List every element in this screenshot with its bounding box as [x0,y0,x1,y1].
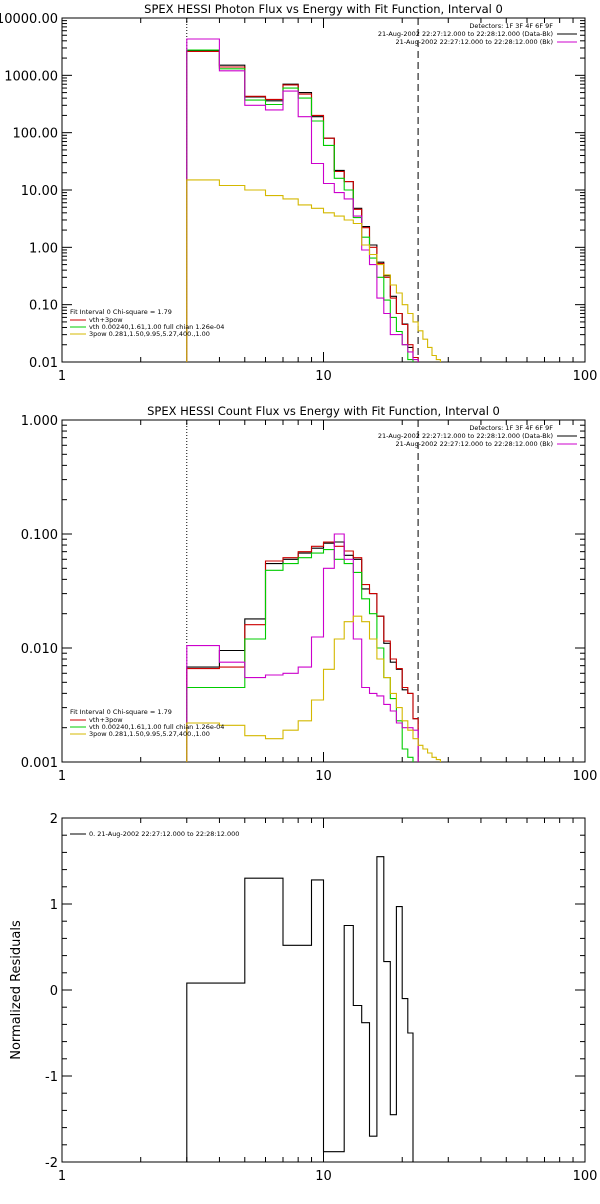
legend-entry: vth 0.00240,1.61,1.00 full chian 1.26e-0… [89,723,224,731]
series-histogram-4 [186,615,441,762]
y-tick-label: 1 [50,898,58,913]
y-tick-label: 100.00 [13,127,59,142]
legend-header: Fit Interval 0 Chi-square = 1.79 [70,308,172,316]
y-tick-label: 0.10 [29,299,58,314]
y-tick-label: 2 [50,812,58,827]
legend-entry: 0. 21-Aug-2002 22:27:12.000 to 22:28:12.… [89,830,239,838]
header-line: 21-Aug-2002 22:27:12.000 to 22:28:12.000… [396,440,553,448]
legend-header: Fit Interval 0 Chi-square = 1.79 [70,708,172,716]
y-tick-label: 10000.00 [0,12,58,27]
y-tick-label: 1.000 [21,414,58,429]
x-tick-label: 1 [58,769,66,784]
y-tick-label: 0.01 [29,356,58,371]
legend-entry: 3pow 0.281,1.50,9.95,5.27,400.,1.00 [89,730,210,738]
series-histogram-0 [186,856,419,1163]
x-tick-label: 1 [58,1169,66,1184]
y-tick-label: 1.00 [29,241,58,256]
y-axis-label: Normalized Residuals [9,920,24,1060]
y-tick-label: 0.010 [21,642,58,657]
x-tick-label: 1 [58,369,66,384]
y-tick-label: 10.00 [21,184,58,199]
legend-entry: 3pow 0.281,1.50,9.95,5.27,400.,1.00 [89,330,210,338]
header-line: Detectors: 1F 3F 4F 6F 9F [469,424,553,432]
x-tick-label: 10 [315,769,332,784]
series-histogram-2 [186,49,414,362]
x-tick-label: 100 [573,369,598,384]
y-tick-label: 0.100 [21,528,58,543]
legend-entry: vth 0.00240,1.61,1.00 full chian 1.26e-0… [89,323,224,331]
series-histogram-4 [186,179,441,362]
y-tick-label: -2 [45,1156,58,1171]
series-histogram-0 [186,50,419,362]
x-tick-label: 100 [573,769,598,784]
x-tick-label: 10 [315,1169,332,1184]
y-tick-label: -1 [45,1070,58,1085]
chart-title: SPEX HESSI Photon Flux vs Energy with Fi… [144,2,503,16]
chart-title: SPEX HESSI Count Flux vs Energy with Fit… [147,404,500,418]
legend-entry: vth+3pow [89,716,123,724]
header-line: Detectors: 1F 3F 4F 6F 9F [469,22,553,30]
y-tick-label: 1000.00 [4,69,58,84]
legend-entry: vth+3pow [89,316,123,324]
x-tick-label: 100 [573,1169,598,1184]
x-tick-label: 10 [315,369,332,384]
y-tick-label: 0.001 [21,756,58,771]
series-histogram-3 [186,533,419,762]
y-tick-label: 0 [50,984,58,999]
header-line: 21-Aug-2002 22:27:12.000 to 22:28:12.000… [396,38,553,46]
series-histogram-3 [186,38,419,362]
header-line: 21-Aug-2002 22:27:12.000 to 22:28:12.000… [378,30,553,38]
header-line: 21-Aug-2002 22:27:12.000 to 22:28:12.000… [378,432,553,440]
